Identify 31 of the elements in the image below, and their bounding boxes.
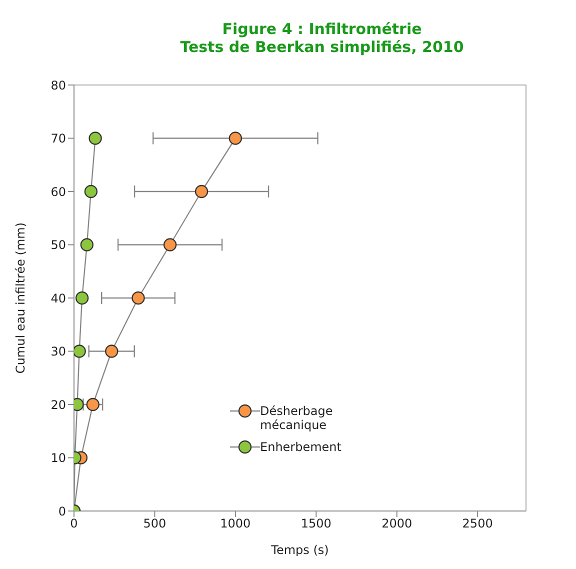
y-axis-title: Cumul eau infiltrée (mm) (13, 222, 28, 374)
legend-label: Enherbement (260, 440, 342, 454)
y-tick-label: 70 (50, 132, 66, 146)
point (75, 291, 89, 305)
point (163, 238, 177, 252)
point (88, 132, 102, 145)
chart-title: Figure 4 : Infiltrométrie (221, 20, 423, 38)
y-tick-label: 60 (50, 184, 66, 199)
y-tick-label: 10 (50, 451, 66, 466)
y-tick-label: 30 (50, 344, 66, 359)
x-tick-label: 500 (143, 516, 166, 531)
x-tick-label: 2500 (462, 516, 493, 531)
x-tick-label: 1500 (300, 516, 332, 531)
y-tick-label: 80 (50, 78, 66, 92)
x-tick-label: 1000 (220, 516, 251, 531)
y-tick-label: 0 (58, 504, 66, 518)
legend-label: Désherbage mécanique (260, 404, 334, 432)
point (132, 291, 145, 305)
chart-subtitle: Tests de Beerkan simplifiés, 2010 (179, 38, 465, 56)
point (74, 344, 86, 358)
x-tick-label: 0 (70, 516, 78, 531)
y-tick-label: 20 (50, 398, 66, 412)
x-tick-label: 2000 (382, 516, 412, 531)
point (86, 398, 100, 412)
point (105, 344, 118, 358)
point (228, 132, 242, 145)
point (84, 184, 98, 198)
y-tick-label: 50 (50, 238, 66, 252)
point (80, 238, 94, 252)
point (194, 184, 208, 198)
y-tick-label: 40 (50, 291, 66, 306)
